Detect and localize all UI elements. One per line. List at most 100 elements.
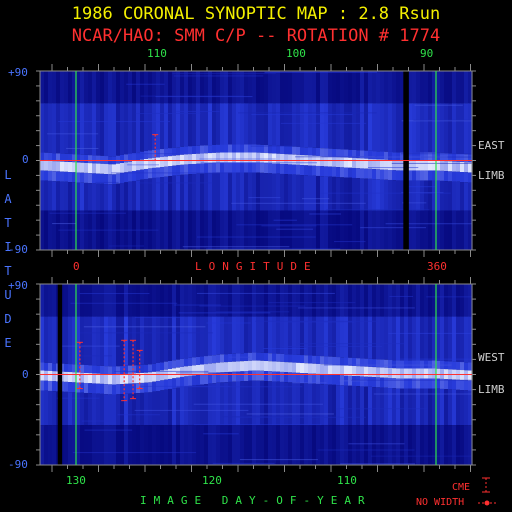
map-column	[140, 425, 145, 465]
map-column	[240, 172, 245, 211]
map-column	[440, 180, 445, 211]
map-column	[328, 384, 333, 426]
streamer-belt-segment	[48, 160, 53, 171]
map-column	[316, 103, 321, 148]
map-streak	[360, 227, 427, 229]
map-column	[52, 210, 57, 250]
map-column	[100, 173, 105, 184]
map-column	[348, 385, 353, 426]
map-column	[324, 425, 329, 465]
map-column	[148, 364, 153, 373]
map-column	[448, 171, 453, 182]
map-column	[44, 390, 49, 426]
map-column	[312, 425, 317, 465]
map-column	[320, 71, 325, 104]
map-column	[52, 71, 57, 104]
map-column	[396, 316, 401, 361]
map-column	[84, 172, 89, 183]
map-column	[180, 358, 185, 367]
map-column	[256, 71, 261, 104]
map-column	[104, 384, 109, 395]
map-column	[328, 316, 333, 357]
map-column	[132, 393, 137, 426]
map-column	[400, 425, 405, 465]
map-column	[436, 180, 441, 211]
map-column	[216, 144, 221, 153]
map-column	[372, 71, 377, 104]
map-column	[348, 425, 353, 465]
map-column	[280, 173, 285, 211]
map-column	[372, 210, 377, 250]
map-column	[116, 155, 121, 164]
map-column	[220, 284, 225, 317]
streamer-belt-segment	[332, 156, 337, 167]
map-column	[228, 162, 233, 173]
map-column	[56, 71, 61, 104]
map-column	[88, 316, 93, 366]
map-column	[228, 210, 233, 250]
streamer-belt-segment	[420, 368, 425, 379]
streamer-belt-segment	[232, 361, 237, 372]
map-column	[92, 425, 97, 465]
streamer-belt-segment	[396, 160, 401, 171]
map-column	[204, 145, 209, 154]
map-column	[100, 284, 105, 317]
map-column	[124, 284, 129, 317]
streamer-belt-segment	[344, 157, 349, 168]
map-column	[288, 372, 293, 383]
map-column	[216, 210, 221, 250]
map-column	[468, 284, 473, 317]
map-column	[280, 210, 285, 250]
map-column	[328, 284, 333, 317]
map-column	[392, 180, 397, 211]
map-column	[292, 316, 297, 355]
map-column	[328, 210, 333, 250]
map-column	[260, 103, 265, 145]
map-column	[436, 170, 441, 181]
streamer-belt-segment	[356, 366, 361, 377]
map-column	[124, 316, 129, 366]
map-column	[276, 71, 281, 104]
map-column	[236, 71, 241, 104]
map-streak	[138, 182, 213, 184]
map-column	[96, 103, 101, 156]
map-column	[116, 394, 121, 426]
streamer-belt-segment	[100, 163, 105, 174]
streamer-belt-segment	[348, 365, 353, 376]
map-column	[148, 284, 153, 317]
map-column	[244, 71, 249, 104]
map-column	[200, 425, 205, 465]
streamer-belt-segment	[104, 164, 109, 175]
map-column	[128, 383, 133, 394]
map-column	[236, 172, 241, 211]
map-streak	[79, 293, 150, 295]
map-column	[452, 379, 457, 390]
map-column	[80, 172, 85, 183]
map-column	[40, 390, 45, 426]
map-column	[292, 372, 297, 383]
map-column	[420, 103, 425, 153]
map-column	[144, 103, 149, 151]
map-column	[300, 284, 305, 317]
streamer-belt-segment	[68, 162, 73, 173]
map-column	[44, 425, 49, 465]
map-column	[400, 316, 405, 361]
map-column	[400, 180, 405, 211]
map-column	[392, 378, 397, 389]
map-column	[68, 382, 73, 393]
map-column	[180, 174, 185, 211]
map-column	[264, 425, 269, 465]
map-column	[196, 210, 201, 250]
map-column	[316, 165, 321, 176]
map-streak	[250, 145, 301, 147]
map-column	[464, 390, 469, 426]
map-streak	[251, 114, 353, 116]
streamer-belt-segment	[436, 160, 441, 171]
map-column	[96, 284, 101, 317]
map-column	[156, 177, 161, 211]
latitude-letter: T	[4, 216, 12, 230]
map-column	[56, 181, 61, 211]
map-column	[460, 425, 465, 465]
map-streak	[58, 229, 159, 231]
map-column	[444, 103, 449, 154]
